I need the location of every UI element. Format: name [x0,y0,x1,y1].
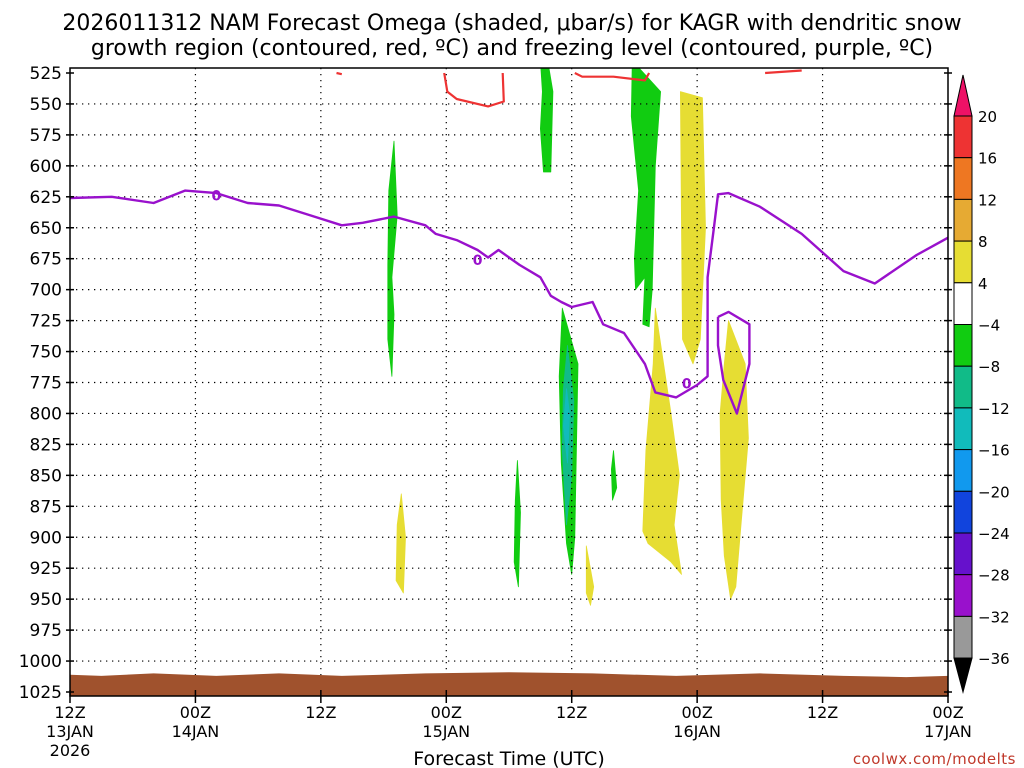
colorbar-bin-5 [953,282,973,325]
x-tick-label-72-1: 12Z [807,703,838,722]
omega-shading-layer [387,68,749,606]
colorbar-bottom-arrow [953,657,973,694]
x-tick-label-12-2: 14JAN [172,722,220,741]
colorbar-bin-6 [953,324,973,367]
x-tick-label-60-1: 00Z [681,703,712,722]
y-tick-label-825: 825 [30,435,62,455]
colorbar: 20 16 12 8 4 −4 −8 −12 −16 −20 −24 −28 −32 −36 [953,74,1010,694]
dendritic-contour-0 [443,72,505,108]
colorbar-bin-7 [953,365,973,409]
y-tick-label-750: 750 [30,343,62,363]
y-tick-label-875: 875 [30,497,62,517]
colorbar-label-6: −8 [978,358,1000,376]
y-tick-label-575: 575 [30,126,62,146]
y-tick-label-525: 525 [30,64,62,84]
y-tick-label-1000: 1000 [19,652,62,672]
y-tick-label-600: 600 [30,157,62,177]
freezing-level-label-2: 0 [682,377,692,393]
colorbar-bin-9 [953,449,973,492]
y-tick-label-975: 975 [30,621,62,641]
y-tick-label-900: 900 [30,528,62,548]
dendritic-contour-1 [574,72,651,82]
omega-region-12 [585,545,595,606]
colorbar-label-9: −20 [978,483,1010,501]
colorbar-bin-13 [953,615,973,659]
omega-region-7 [513,460,521,588]
colorbar-label-5: −4 [978,317,1000,335]
dendritic-contour-2 [765,69,802,75]
colorbar-bin-3 [953,198,973,242]
colorbar-bin-4 [953,240,973,284]
colorbar-label-3: 8 [978,233,988,251]
x-tick-label-60-2: 16JAN [673,722,721,741]
colorbar-label-13: −36 [978,650,1010,668]
y-tick-label-950: 950 [30,590,62,610]
chart-title-line2: growth region (contoured, red, ºC) and f… [91,36,933,61]
omega-region-11 [395,493,406,594]
colorbar-label-2: 12 [978,191,997,209]
colorbar-bin-10 [953,490,973,534]
colorbar-bin-12 [953,574,973,617]
freezing-level-loop [716,310,751,415]
x-tick-label-0-3: 2026 [50,741,91,760]
terrain-layer [70,672,948,696]
terrain-fill [70,672,948,696]
y-tick-label-650: 650 [30,219,62,239]
contour-layer: 0 0 0 [70,69,948,415]
colorbar-label-7: −12 [978,400,1010,418]
omega-region-8 [680,91,706,365]
omega-region-1 [630,68,661,328]
grid-lines [70,68,948,692]
freezing-level-label-0: 0 [211,189,221,205]
omega-region-2 [387,140,398,377]
x-tick-label-0-2: 13JAN [46,722,94,741]
freezing-level-label-1: 0 [473,253,483,269]
colorbar-label-11: −28 [978,567,1010,585]
x-tick-label-84-1: 00Z [932,703,963,722]
colorbar-bin-1 [953,115,973,159]
credit-text: coolwx.com/modelts [853,750,1016,768]
colorbar-bin-2 [953,157,973,200]
y-tick-label-925: 925 [30,559,62,579]
y-tick-label-625: 625 [30,188,62,208]
omega-region-0 [540,68,554,173]
colorbar-label-1: 16 [978,150,997,168]
x-tick-label-36-2: 15JAN [422,722,470,741]
y-tick-label-550: 550 [30,95,62,115]
chart-title-line1: 2026011312 NAM Forecast Omega (shaded, μ… [62,11,961,36]
colorbar-label-12: −32 [978,608,1010,626]
y-tick-label-675: 675 [30,250,62,270]
y-axis: 525 550 575 600 625 650 675 700 725 750 775 800 825 8… [19,64,952,703]
y-tick-label-1025: 1025 [19,683,62,703]
colorbar-label-10: −24 [978,525,1010,543]
colorbar-label-8: −16 [978,442,1010,460]
x-tick-label-0-1: 12Z [54,703,85,722]
x-tick-label-36-1: 00Z [431,703,462,722]
colorbar-top-arrow [953,74,973,117]
x-tick-label-12-1: 00Z [180,703,211,722]
colorbar-bin-8 [953,407,973,451]
y-tick-label-775: 775 [30,374,62,394]
colorbar-label-0: 20 [978,108,997,126]
y-tick-label-800: 800 [30,404,62,424]
y-tick-label-700: 700 [30,281,62,301]
dendritic-contour-3 [336,71,343,76]
y-tick-label-725: 725 [30,312,62,332]
x-tick-label-24-1: 12Z [305,703,336,722]
freezing-level-line [70,189,948,399]
omega-region-10 [719,320,749,600]
y-tick-label-850: 850 [30,466,62,486]
x-tick-label-84-2: 17JAN [924,722,972,741]
x-tick-label-48-1: 12Z [556,703,587,722]
omega-region-9 [642,307,682,575]
omega-region-6 [611,450,618,501]
colorbar-label-4: 4 [978,275,988,293]
colorbar-bin-11 [953,532,973,576]
x-axis-label: Forecast Time (UTC) [413,748,604,768]
